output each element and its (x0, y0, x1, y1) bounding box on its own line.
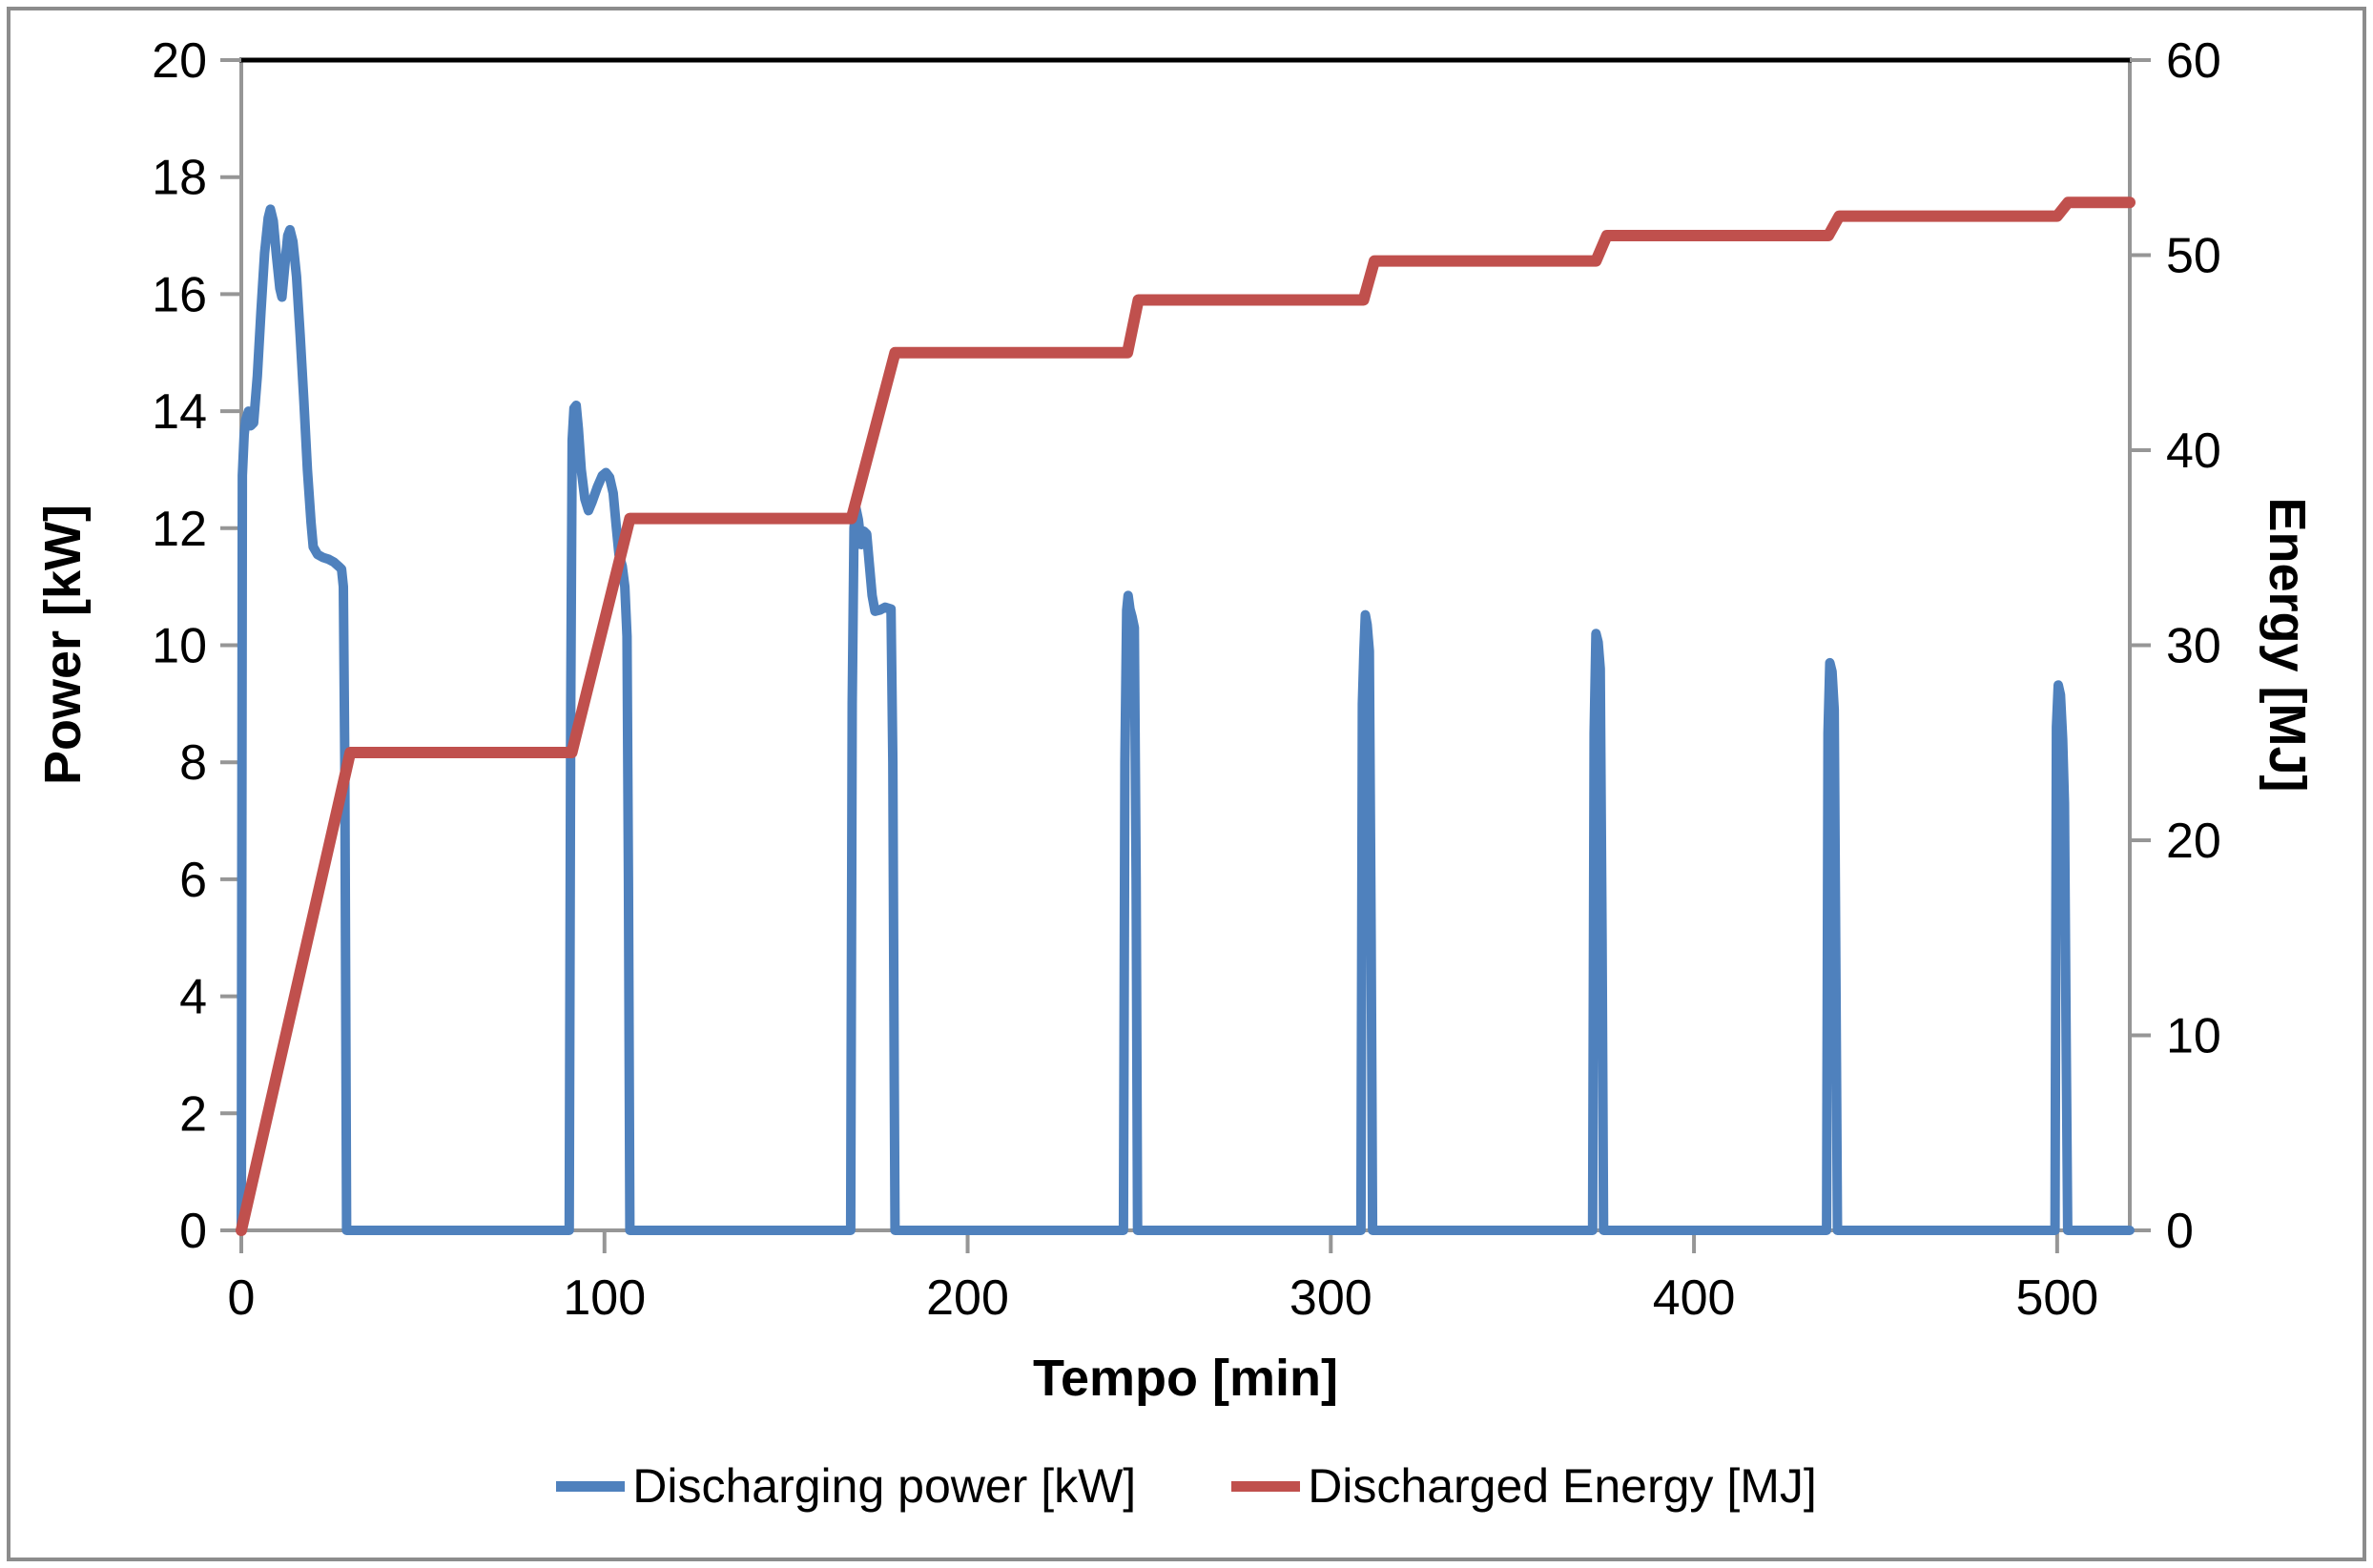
chart-legend: Discharging power [kW] Discharged Energy… (0, 1450, 2373, 1522)
discharged-energy-line (236, 196, 2136, 1236)
left-axis-tick-label: 8 (179, 735, 207, 791)
right-axis-title: Energy [MJ] (2259, 497, 2316, 793)
left-axis-tick-label: 20 (152, 33, 207, 89)
left-axis-tick-label: 6 (179, 853, 207, 908)
x-axis-tick-label: 100 (563, 1270, 646, 1326)
legend-label-discharging-power: Discharging power [kW] (632, 1459, 1137, 1513)
right-axis-tick-label: 30 (2166, 619, 2221, 674)
left-axis-tick-label: 2 (179, 1086, 207, 1142)
legend-label-discharged-energy: Discharged Energy [MJ] (1308, 1459, 1817, 1513)
x-axis-tick-label: 400 (1653, 1270, 1736, 1326)
x-axis-tick-label: 300 (1290, 1270, 1372, 1326)
right-axis-tick-label: 40 (2166, 423, 2221, 479)
x-axis-title: Tempo [min] (1033, 1350, 1338, 1407)
legend-item-discharging-power: Discharging power [kW] (556, 1458, 1136, 1514)
left-axis-title: Power [kW] (34, 504, 92, 786)
right-axis-tick-label: 60 (2166, 33, 2221, 89)
right-axis-tick-label: 10 (2166, 1009, 2221, 1064)
legend-swatch-energy-icon (1231, 1480, 1301, 1492)
x-axis-tick-label: 0 (228, 1270, 256, 1326)
x-axis-tick-label: 500 (2015, 1270, 2098, 1326)
left-axis-tick-label: 4 (179, 970, 207, 1025)
left-axis-tick-label: 14 (152, 384, 207, 440)
right-axis-tick-label: 20 (2166, 814, 2221, 869)
discharging-power-line (237, 204, 2135, 1235)
x-axis-tick-label: 200 (926, 1270, 1009, 1326)
left-axis-tick-label: 16 (152, 267, 207, 322)
left-axis-tick-label: 12 (152, 502, 207, 557)
left-axis-tick-label: 18 (152, 151, 207, 206)
right-axis-tick-label: 0 (2166, 1204, 2194, 1259)
legend-swatch-power-icon (556, 1480, 626, 1492)
legend-item-discharged-energy: Discharged Energy [MJ] (1231, 1458, 1817, 1514)
left-axis-tick-label: 0 (179, 1204, 207, 1259)
right-axis-tick-label: 50 (2166, 229, 2221, 284)
left-axis-tick-label: 10 (152, 619, 207, 674)
